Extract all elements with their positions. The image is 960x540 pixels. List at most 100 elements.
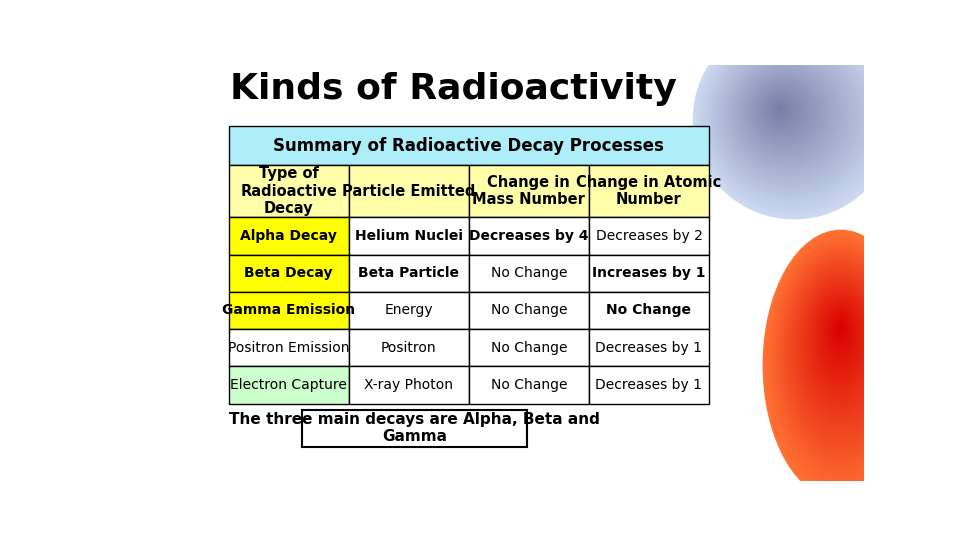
Circle shape bbox=[753, 80, 815, 143]
Circle shape bbox=[756, 84, 811, 139]
Bar bbox=[468, 165, 588, 217]
Circle shape bbox=[701, 26, 885, 209]
Ellipse shape bbox=[776, 246, 906, 472]
Ellipse shape bbox=[826, 307, 856, 361]
Bar bbox=[588, 292, 709, 329]
Circle shape bbox=[777, 106, 782, 111]
Bar bbox=[228, 292, 348, 329]
Circle shape bbox=[698, 23, 889, 213]
Circle shape bbox=[697, 22, 891, 215]
Text: Increases by 1: Increases by 1 bbox=[592, 266, 706, 280]
Circle shape bbox=[745, 73, 826, 153]
Circle shape bbox=[734, 62, 840, 166]
Ellipse shape bbox=[819, 300, 862, 375]
Circle shape bbox=[729, 56, 848, 173]
Circle shape bbox=[730, 57, 846, 172]
Bar bbox=[468, 217, 588, 254]
Circle shape bbox=[754, 82, 814, 141]
Bar bbox=[468, 254, 588, 292]
Circle shape bbox=[724, 50, 854, 180]
Ellipse shape bbox=[764, 231, 918, 498]
Text: Kinds of Radioactivity: Kinds of Radioactivity bbox=[229, 72, 677, 106]
Ellipse shape bbox=[833, 317, 849, 344]
Bar bbox=[228, 329, 348, 366]
Bar bbox=[468, 329, 588, 366]
Bar bbox=[588, 217, 709, 254]
Circle shape bbox=[708, 35, 875, 200]
Ellipse shape bbox=[825, 306, 857, 363]
Circle shape bbox=[749, 77, 820, 147]
Text: Helium Nuclei: Helium Nuclei bbox=[354, 229, 463, 243]
Ellipse shape bbox=[826, 308, 855, 360]
Ellipse shape bbox=[770, 239, 911, 484]
Ellipse shape bbox=[820, 301, 862, 373]
Circle shape bbox=[702, 28, 883, 208]
Ellipse shape bbox=[828, 310, 854, 356]
Circle shape bbox=[744, 71, 827, 154]
Circle shape bbox=[775, 104, 785, 114]
Circle shape bbox=[761, 90, 804, 132]
Bar bbox=[228, 165, 348, 217]
Circle shape bbox=[764, 93, 800, 128]
Ellipse shape bbox=[781, 253, 900, 458]
Circle shape bbox=[695, 20, 894, 218]
Ellipse shape bbox=[792, 266, 890, 436]
Circle shape bbox=[732, 59, 843, 169]
Ellipse shape bbox=[799, 275, 882, 420]
Bar bbox=[588, 366, 709, 403]
Ellipse shape bbox=[797, 272, 885, 426]
Ellipse shape bbox=[808, 286, 874, 400]
Ellipse shape bbox=[804, 281, 877, 408]
Ellipse shape bbox=[822, 302, 860, 370]
Ellipse shape bbox=[771, 240, 910, 483]
Ellipse shape bbox=[779, 249, 902, 465]
Ellipse shape bbox=[827, 309, 854, 358]
Bar bbox=[588, 165, 709, 217]
Ellipse shape bbox=[832, 316, 850, 346]
Circle shape bbox=[705, 30, 880, 205]
Ellipse shape bbox=[789, 262, 893, 443]
Circle shape bbox=[773, 102, 788, 117]
Circle shape bbox=[740, 68, 831, 158]
Ellipse shape bbox=[838, 323, 843, 332]
Circle shape bbox=[718, 44, 862, 187]
Circle shape bbox=[742, 69, 829, 157]
Ellipse shape bbox=[772, 241, 910, 481]
Bar bbox=[302, 410, 527, 447]
Ellipse shape bbox=[814, 293, 868, 387]
Circle shape bbox=[715, 41, 866, 191]
Ellipse shape bbox=[796, 271, 886, 427]
Text: No Change: No Change bbox=[491, 303, 567, 318]
Text: No Change: No Change bbox=[491, 266, 567, 280]
Ellipse shape bbox=[829, 313, 852, 351]
Text: Summary of Radioactive Decay Processes: Summary of Radioactive Decay Processes bbox=[274, 137, 664, 154]
Circle shape bbox=[738, 66, 834, 161]
Text: Change in
Mass Number: Change in Mass Number bbox=[472, 175, 586, 207]
Ellipse shape bbox=[798, 273, 884, 423]
Text: No Change: No Change bbox=[491, 341, 567, 355]
Text: Type of
Radioactive
Decay: Type of Radioactive Decay bbox=[240, 166, 337, 216]
Circle shape bbox=[696, 21, 892, 216]
Circle shape bbox=[752, 79, 817, 145]
Ellipse shape bbox=[781, 253, 900, 460]
Ellipse shape bbox=[780, 252, 901, 462]
Ellipse shape bbox=[770, 238, 912, 486]
Ellipse shape bbox=[805, 284, 876, 404]
Text: Energy: Energy bbox=[384, 303, 433, 318]
Bar bbox=[348, 254, 468, 292]
Circle shape bbox=[703, 29, 882, 206]
Ellipse shape bbox=[763, 231, 919, 500]
Ellipse shape bbox=[787, 260, 894, 446]
Ellipse shape bbox=[777, 247, 905, 470]
Text: Decreases by 2: Decreases by 2 bbox=[595, 229, 703, 243]
Ellipse shape bbox=[769, 237, 913, 488]
Ellipse shape bbox=[783, 255, 899, 455]
Ellipse shape bbox=[809, 287, 873, 397]
Text: No Change: No Change bbox=[607, 303, 691, 318]
Ellipse shape bbox=[768, 236, 914, 489]
Ellipse shape bbox=[811, 290, 870, 393]
Ellipse shape bbox=[765, 233, 916, 495]
Circle shape bbox=[737, 65, 835, 163]
Circle shape bbox=[774, 103, 786, 116]
Ellipse shape bbox=[809, 288, 872, 396]
